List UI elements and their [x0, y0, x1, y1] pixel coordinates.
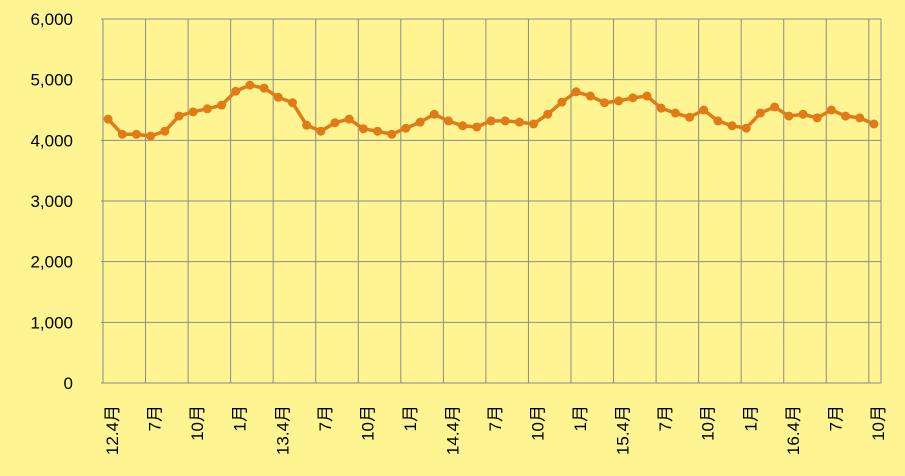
data-point — [784, 111, 794, 121]
data-point — [373, 126, 383, 136]
data-point — [344, 114, 354, 124]
y-tick-label: 4,000 — [30, 131, 73, 150]
data-point — [259, 83, 269, 93]
x-tick-label: 10月 — [869, 405, 888, 441]
data-point — [812, 113, 822, 123]
data-point — [401, 123, 411, 133]
y-tick-label: 1,000 — [30, 313, 73, 332]
data-point — [245, 80, 255, 90]
x-tick-label: 14.4月 — [443, 405, 462, 455]
data-point — [415, 117, 425, 127]
data-point — [302, 120, 312, 130]
data-point — [529, 119, 539, 129]
x-tick-label: 7月 — [486, 405, 505, 431]
data-point — [670, 108, 680, 118]
y-tick-label: 6,000 — [30, 10, 73, 29]
data-point — [869, 119, 879, 129]
data-point — [741, 123, 751, 133]
x-tick-label: 7月 — [146, 405, 165, 431]
x-tick-label: 1月 — [741, 405, 760, 431]
data-point — [798, 109, 808, 119]
data-point — [727, 121, 737, 131]
data-point — [131, 129, 141, 139]
x-tick-label: 10月 — [188, 405, 207, 441]
data-point — [358, 124, 368, 134]
data-point — [117, 129, 127, 139]
x-tick-label: 7月 — [316, 405, 335, 431]
data-point — [202, 104, 212, 114]
data-point — [500, 116, 510, 126]
x-tick-label: 1月 — [571, 405, 590, 431]
data-point — [429, 109, 439, 119]
data-point — [387, 129, 397, 139]
data-point — [160, 126, 170, 136]
data-point — [571, 87, 581, 97]
data-point — [699, 105, 709, 115]
data-point — [231, 86, 241, 96]
data-point — [599, 98, 609, 108]
x-tick-label: 1月 — [401, 405, 420, 431]
x-tick-label: 7月 — [656, 405, 675, 431]
data-point — [755, 108, 765, 118]
y-tick-label: 5,000 — [30, 71, 73, 90]
x-tick-label: 12.4月 — [103, 405, 122, 455]
data-point — [458, 121, 468, 131]
data-point — [287, 98, 297, 108]
data-point — [614, 96, 624, 106]
data-point — [543, 109, 553, 119]
data-point — [855, 113, 865, 123]
data-point — [841, 111, 851, 121]
x-tick-label: 10月 — [358, 405, 377, 441]
x-tick-label: 1月 — [231, 405, 250, 431]
x-tick-label: 13.4月 — [273, 405, 292, 455]
data-point — [557, 97, 567, 107]
y-tick-label: 0 — [64, 374, 73, 393]
data-point — [628, 93, 638, 103]
y-tick-label: 2,000 — [30, 253, 73, 272]
x-tick-label: 16.4月 — [784, 405, 803, 455]
y-tick-label: 3,000 — [30, 192, 73, 211]
x-tick-label: 10月 — [699, 405, 718, 441]
x-tick-label: 7月 — [826, 405, 845, 431]
data-point — [486, 116, 496, 126]
data-point — [103, 114, 113, 124]
data-point — [188, 107, 198, 117]
data-point — [685, 112, 695, 122]
data-point — [585, 91, 595, 101]
data-point — [330, 118, 340, 128]
data-point — [174, 111, 184, 121]
data-point — [472, 122, 482, 132]
data-point — [770, 102, 780, 112]
data-point — [713, 116, 723, 126]
data-point — [443, 116, 453, 126]
data-point — [273, 92, 283, 102]
data-point — [316, 126, 326, 136]
data-point — [826, 105, 836, 115]
data-point — [217, 100, 227, 110]
data-point — [146, 131, 156, 141]
data-point — [642, 91, 652, 101]
x-tick-label: 10月 — [529, 405, 548, 441]
data-point — [656, 103, 666, 113]
data-point — [514, 117, 524, 127]
x-tick-label: 15.4月 — [614, 405, 633, 455]
